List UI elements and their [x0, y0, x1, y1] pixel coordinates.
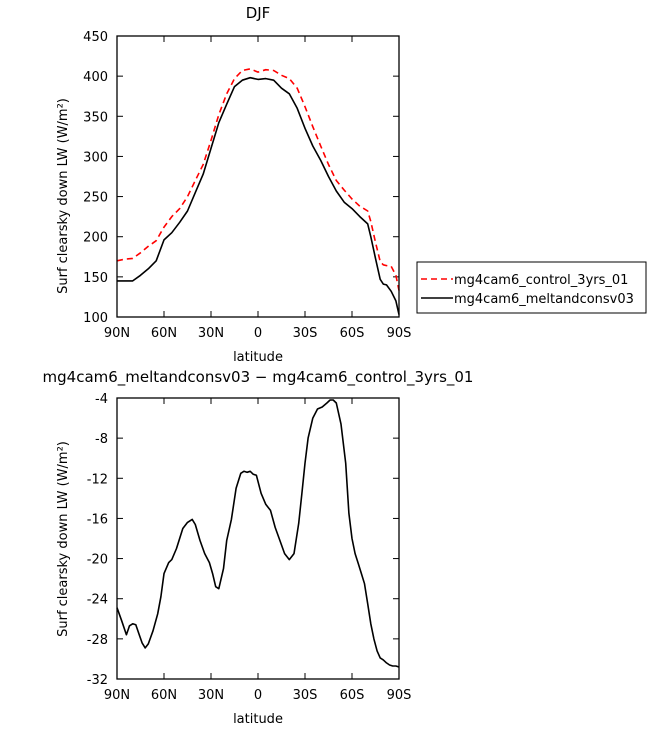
difference-chart-x-tick-label: 90N — [104, 688, 130, 703]
difference-chart-y-tick-label: -32 — [87, 673, 108, 688]
top-chart-x-tick-label: 90S — [387, 326, 412, 341]
difference-chart-x-tick-label: 60S — [340, 688, 365, 703]
top-chart-y-tick-label: 400 — [83, 70, 108, 85]
legend: mg4cam6_control_3yrs_01 mg4cam6_meltandc… — [417, 262, 646, 313]
top-chart-ticks: 90N 60N 30N 0 30S 60S 90S 100 150 200 250 300 350 400… — [83, 30, 411, 341]
difference-chart-y-tick-label: -24 — [87, 593, 108, 608]
difference-chart-y-tick-label: -12 — [87, 472, 108, 487]
top-chart-y-tick-label: 150 — [83, 271, 108, 286]
top-chart-plot-frame — [117, 36, 399, 317]
difference-chart-x-axis-label: latitude — [233, 712, 283, 727]
difference-chart-x-tick-label: 60N — [151, 688, 177, 703]
top-chart-y-tick-label: 350 — [83, 110, 108, 125]
top-chart-y-axis-label: Surf clearsky down LW (W/m²) — [56, 98, 71, 294]
difference-chart-series-line-0 — [117, 400, 399, 667]
difference-chart-y-tick-label: -16 — [87, 512, 108, 527]
legend-label-meltandconsv: mg4cam6_meltandconsv03 — [454, 292, 634, 307]
top-chart-x-axis-label: latitude — [233, 350, 283, 365]
top-chart-y-tick-label: 300 — [83, 150, 108, 165]
top-chart-title: DJF — [246, 4, 271, 22]
top-chart-panel: DJF Surf clearsky down LW (W/m²) latitud… — [56, 4, 411, 365]
top-chart-x-tick-label: 30N — [198, 326, 224, 341]
top-chart-series-line-0 — [117, 69, 399, 291]
top-chart-series — [117, 69, 399, 315]
difference-chart-y-tick-label: -8 — [95, 432, 108, 447]
top-chart-y-tick-label: 200 — [83, 231, 108, 246]
top-chart-x-tick-label: 60N — [151, 326, 177, 341]
top-chart-y-tick-label: 250 — [83, 191, 108, 206]
top-chart-x-tick-label: 60S — [340, 326, 365, 341]
difference-chart-title: mg4cam6_meltandconsv03 − mg4cam6_control… — [43, 368, 474, 387]
top-chart-y-tick-label: 100 — [83, 311, 108, 326]
difference-chart-y-axis-label: Surf clearsky down LW (W/m²) — [56, 441, 71, 637]
difference-chart-x-tick-label: 30N — [198, 688, 224, 703]
legend-label-control: mg4cam6_control_3yrs_01 — [454, 273, 628, 288]
top-chart-y-tick-label: 450 — [83, 30, 108, 45]
top-chart-x-tick-label: 30S — [293, 326, 318, 341]
difference-chart-ticks: 90N 60N 30N 0 30S 60S 90S -32 -28 -24 -20 -16 -12 -8 -… — [87, 392, 412, 703]
difference-chart-plot-frame — [117, 398, 399, 679]
difference-chart-y-tick-label: -20 — [87, 553, 108, 568]
difference-chart-x-tick-label: 30S — [293, 688, 318, 703]
difference-chart-y-tick-label: -28 — [87, 633, 108, 648]
top-chart-series-line-1 — [117, 78, 399, 315]
difference-chart-panel: mg4cam6_meltandconsv03 − mg4cam6_control… — [43, 368, 474, 727]
difference-chart-series — [117, 400, 399, 667]
difference-chart-y-tick-label: -4 — [95, 392, 108, 407]
top-chart-x-tick-label: 90N — [104, 326, 130, 341]
top-chart-x-tick-label: 0 — [254, 326, 262, 341]
difference-chart-x-tick-label: 0 — [254, 688, 262, 703]
difference-chart-x-tick-label: 90S — [387, 688, 412, 703]
